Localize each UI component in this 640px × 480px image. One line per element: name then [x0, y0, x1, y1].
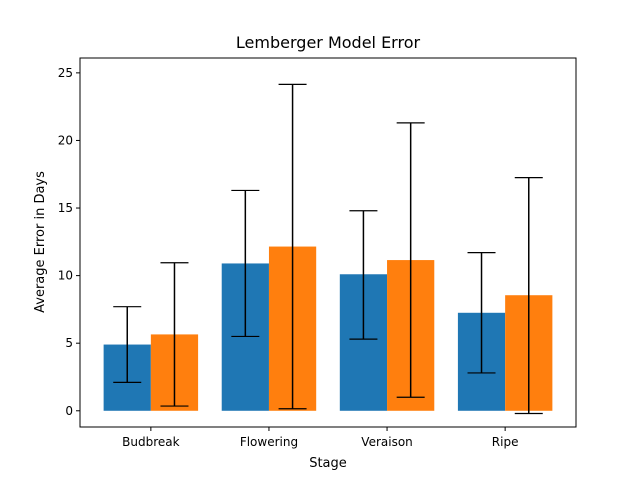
plot-frame: [79, 57, 577, 428]
y-axis: 0 5 10 15 20 25: [58, 66, 80, 418]
y-tick-label: 0: [65, 404, 73, 418]
x-axis: Budbreak Flowering Veraison Ripe: [122, 427, 518, 449]
chart-title: Lemberger Model Error: [236, 33, 421, 52]
x-tick-label-ripe: Ripe: [492, 435, 519, 449]
bars-layer: [103, 246, 553, 411]
y-tick-label: 25: [58, 66, 73, 80]
y-tick-label: 5: [65, 336, 73, 350]
y-axis-label: Average Error in Days: [33, 171, 48, 313]
error-bars-layer: [113, 83, 543, 415]
y-tick-label: 15: [58, 201, 73, 215]
x-tick-label-budbreak: Budbreak: [122, 435, 179, 449]
y-tick-label: 20: [58, 133, 73, 147]
x-axis-label: Stage: [309, 456, 347, 471]
x-tick-label-flowering: Flowering: [240, 435, 298, 449]
x-tick-label-veraison: Veraison: [361, 435, 412, 449]
y-tick-label: 10: [58, 269, 73, 283]
